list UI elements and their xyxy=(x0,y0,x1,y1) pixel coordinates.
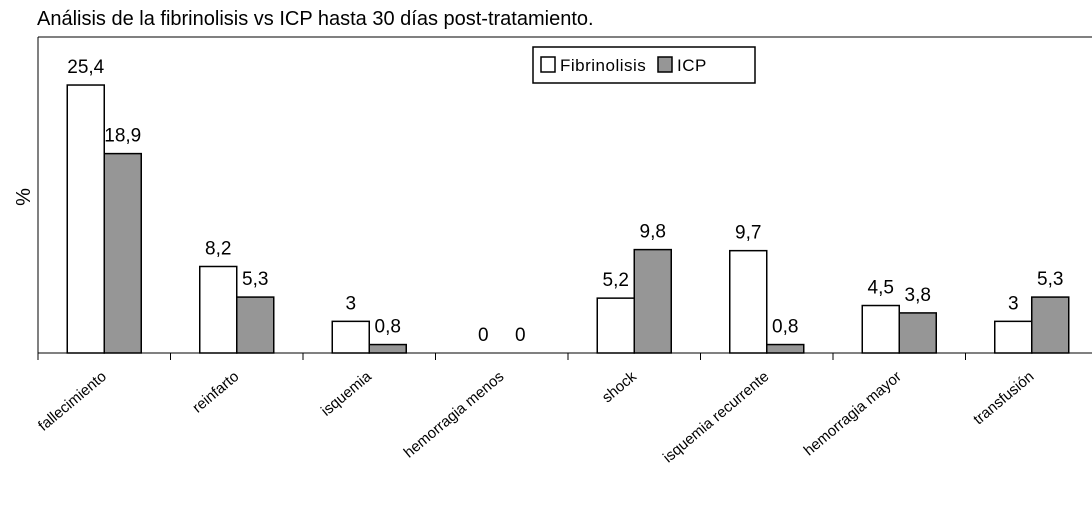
bar-icp-4 xyxy=(633,248,672,354)
y-axis-label: % xyxy=(13,188,35,206)
data-label: 5,3 xyxy=(242,269,268,290)
value-labels-layer: 25,418,98,25,330,8 0 05,29,8 9,70,84,5 3,8 35… xyxy=(67,57,1063,346)
data-label: 0 xyxy=(478,325,489,346)
x-tick-label: isquemia xyxy=(318,368,375,420)
bar-fibrinolisis-1 xyxy=(199,265,238,354)
legend-label: Fibrinolisis xyxy=(560,56,646,75)
bar-fibrinolisis-2 xyxy=(331,320,370,354)
bar-fibrinolisis-5 xyxy=(729,249,768,354)
data-label: 3 xyxy=(1008,293,1019,314)
data-label: 8,2 xyxy=(205,238,231,259)
x-tick-label: reinfarto xyxy=(189,368,242,416)
data-label: 4,5 xyxy=(868,278,894,299)
data-label: 5,2 xyxy=(603,270,629,291)
bar-icp-5 xyxy=(766,343,805,354)
legend-label: ICP xyxy=(677,56,707,75)
data-label: 5,3 xyxy=(1037,269,1063,290)
legend-box xyxy=(532,46,756,84)
chart-title: Análisis de la fibrinolisis vs ICP hasta… xyxy=(37,8,594,30)
legend-swatch-fibrinolisis xyxy=(540,56,556,73)
data-label: 0 xyxy=(515,325,526,346)
bar-icp-7 xyxy=(1031,296,1070,354)
data-label: 3,8 xyxy=(905,285,931,306)
x-tick-label: hemorragia menos xyxy=(401,368,508,461)
data-label: 3 xyxy=(345,293,356,314)
bar-fibrinolisis-6 xyxy=(861,304,900,354)
bars-layer xyxy=(66,84,1070,354)
x-tick-label: transfusión xyxy=(970,368,1037,428)
legend: Fibrinolisis ICP xyxy=(532,46,756,84)
data-label: 0,8 xyxy=(772,317,798,338)
bar-icp-0 xyxy=(103,152,142,354)
data-label: 18,9 xyxy=(104,126,141,147)
bar-icp-2 xyxy=(368,343,407,354)
x-tick-label: fallecimiento xyxy=(35,368,110,435)
x-tick-label: hemorragia mayor xyxy=(801,368,905,459)
data-label: 9,8 xyxy=(640,222,666,243)
bar-fibrinolisis-0 xyxy=(66,84,105,354)
y-axis-label-group: % xyxy=(13,188,35,206)
x-tick-label: isquemia recurrente xyxy=(660,368,772,466)
data-label: 25,4 xyxy=(67,57,104,78)
bar-icp-1 xyxy=(236,296,275,354)
data-label: 0,8 xyxy=(375,317,401,338)
x-tick-label: shock xyxy=(599,368,640,407)
legend-swatch-icp xyxy=(657,56,673,73)
bar-fibrinolisis-7 xyxy=(994,320,1033,354)
bar-fibrinolisis-4 xyxy=(596,297,635,354)
bar-icp-6 xyxy=(898,312,937,354)
plot-frame xyxy=(37,36,1092,354)
x-axis: fallecimiento reinfarto isquemia hemorragia… xyxy=(35,353,1037,466)
data-label: 9,7 xyxy=(735,223,761,244)
